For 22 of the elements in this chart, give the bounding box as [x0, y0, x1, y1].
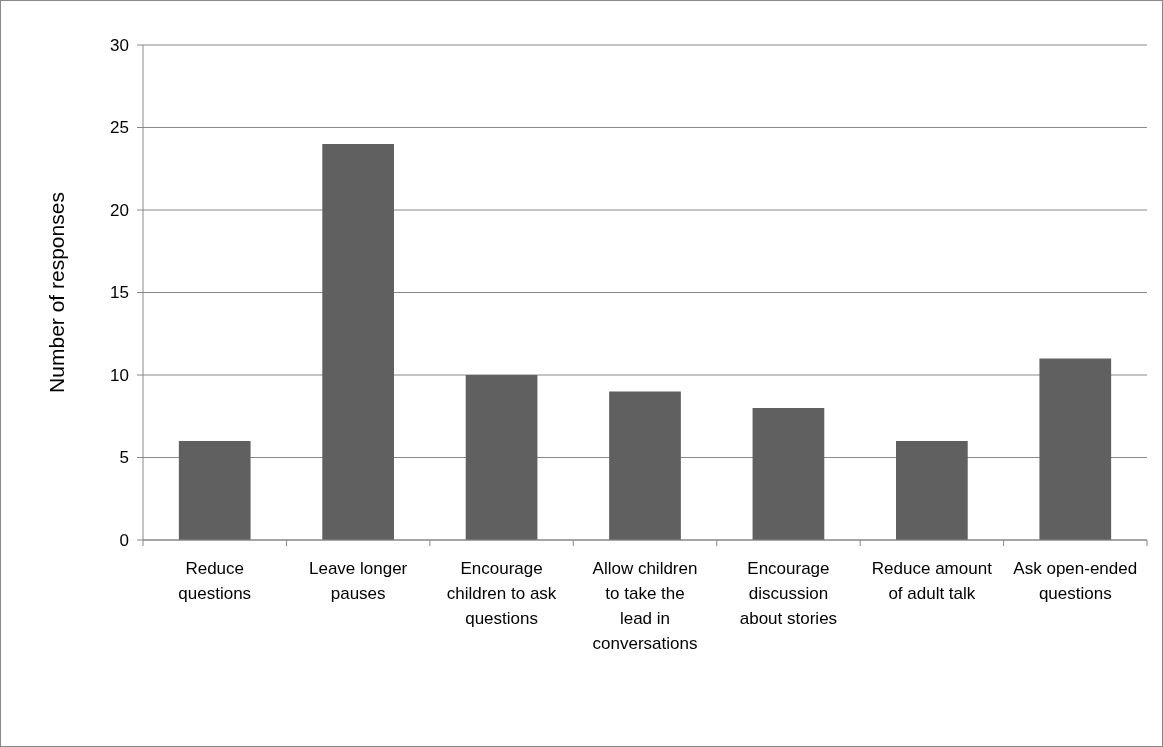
x-tick-label: Allow children to take the lead in conversations	[592, 559, 698, 653]
y-tick-label: 20	[110, 200, 129, 220]
y-axis-title: Number of responses	[45, 192, 68, 393]
x-tick-label: Ask open-ended questions	[1013, 559, 1138, 603]
x-tick-label: Reduce questions	[178, 559, 252, 603]
y-tick-label: 30	[110, 35, 129, 55]
bar	[178, 441, 251, 540]
bar	[1039, 358, 1112, 540]
y-tick-label: 5	[119, 448, 129, 468]
y-tick-label: 0	[119, 530, 129, 550]
bar	[896, 441, 968, 540]
bar	[322, 144, 394, 540]
x-tick-label: Reduce amount of adult talk	[871, 559, 993, 603]
bar	[609, 391, 681, 540]
bar	[752, 408, 825, 540]
y-tick-label: 10	[110, 365, 129, 385]
x-tick-label: Encourage children to ask questions	[446, 559, 557, 628]
x-tick-label: Leave longer pauses	[308, 559, 408, 603]
x-tick-label: Encourage discussion about stories	[739, 559, 838, 628]
y-tick-label: 15	[110, 283, 129, 303]
bar	[465, 375, 538, 540]
y-tick-label: 25	[110, 118, 129, 138]
